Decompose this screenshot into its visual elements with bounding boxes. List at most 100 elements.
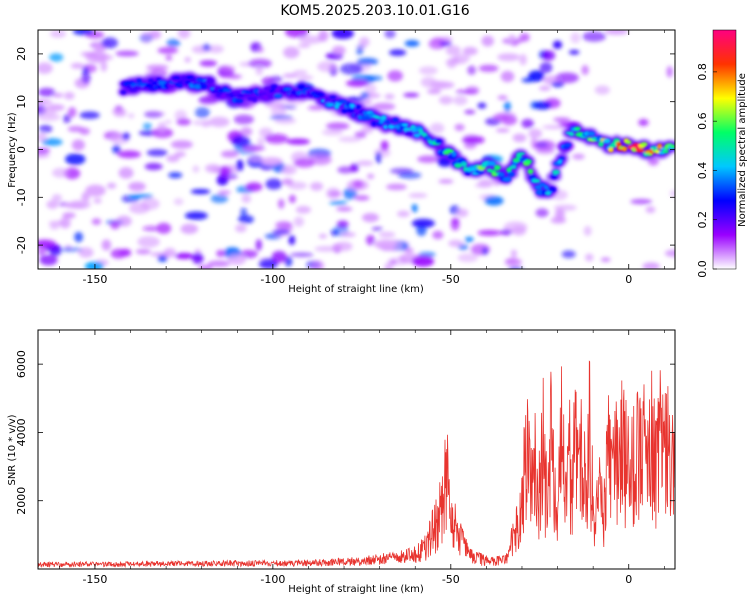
spectrogram-noise-blob [557, 121, 568, 126]
spectrogram-ridge-core [621, 146, 628, 152]
spectrogram-noise-blob [638, 119, 649, 126]
spectrogram-noise-blob [356, 57, 379, 66]
spectrogram-ridge-core [199, 84, 208, 89]
spectrogram-ridge-core [273, 93, 283, 99]
spectrogram-noise-blob [184, 211, 208, 220]
spectrogram-noise-blob [192, 252, 204, 264]
spectrogram-ridge-core [371, 121, 377, 127]
spectrogram-noise-blob [345, 79, 369, 87]
spectrogram-noise-blob [38, 132, 47, 142]
spectrogram-noise-blob [428, 38, 446, 50]
spectrogram-noise-blob [216, 249, 226, 258]
spectrogram-noise-blob [198, 95, 219, 105]
y-tick-label: 10 [15, 95, 28, 109]
spectrogram-ridge-core [136, 78, 142, 83]
spectrogram-noise-blob [356, 160, 374, 166]
spectrogram-noise-blob [433, 81, 455, 89]
spectrogram-noise-blob [388, 49, 407, 57]
spectrogram-noise-blob [528, 128, 543, 139]
spectrogram-noise-blob [371, 226, 383, 231]
spectrogram-ridge-core [388, 124, 395, 130]
spectrogram-noise-blob [456, 208, 469, 218]
spectrogram-noise-blob [384, 30, 396, 39]
spectrogram-noise-blob [177, 30, 191, 39]
spectrogram-ridge-core [120, 90, 127, 95]
spectrogram-noise-blob [146, 149, 168, 157]
spectrogram-noise-blob [542, 124, 566, 130]
spectrogram-noise-blob [70, 62, 85, 69]
spectrogram-noise-blob [438, 179, 454, 184]
spectrogram-noise-blob [552, 40, 563, 50]
spectrogram-noise-blob [258, 258, 279, 269]
y-tick-label: 4000 [15, 418, 28, 446]
spectrogram-ridge-core [446, 149, 455, 154]
colorbar: 0.0 0.2 0.4 0.6 0.8 Normalized spectral ampl… [696, 29, 748, 278]
spectrogram-ridge-core [657, 143, 663, 150]
spectrogram-noise-blob [508, 266, 524, 269]
chart-title: KOM5.2025.203.10.01.G16 [280, 3, 469, 19]
spectrogram-noise-blob [478, 64, 499, 73]
spectrogram-ridge-core [625, 140, 632, 145]
spectrogram-noise-blob [398, 171, 422, 179]
spectrogram-noise-blob [236, 159, 244, 172]
spectrogram-noise-blob [535, 208, 549, 218]
spectrogram-noise-blob [227, 254, 246, 266]
spectrogram-noise-blob [46, 200, 59, 209]
spectrogram-ridge-core [327, 102, 335, 107]
colorbar-tick-label: 0.4 [696, 162, 709, 180]
spectrogram-noise-blob [555, 72, 579, 84]
spectrogram-ridge-core [564, 143, 572, 147]
spectrogram-noise-blob [340, 232, 356, 238]
spectrogram-noise-blob [165, 55, 173, 61]
spectrogram-noise-blob [534, 101, 552, 110]
spectrogram-noise-blob [293, 70, 308, 75]
spectrogram-noise-blob [115, 50, 139, 57]
spectrogram-noise-blob [604, 30, 629, 35]
spectrogram-noise-blob [503, 221, 528, 233]
spectrogram-noise-blob [38, 239, 57, 248]
spectrogram-noise-blob [173, 198, 184, 206]
spectrogram-noise-blob [277, 198, 285, 209]
spectrogram-noise-blob [504, 257, 522, 267]
y-tick-label: 20 [15, 47, 28, 61]
spectrogram-noise-blob [503, 101, 511, 113]
y-tick-label: 6000 [15, 350, 28, 378]
x-tick-label: 0 [625, 273, 632, 286]
colorbar-tick-label: 0.8 [696, 63, 709, 81]
spectrogram-noise-blob [467, 65, 476, 76]
spectrogram-ridge-core [525, 158, 533, 165]
spectrogram-noise-blob [260, 157, 283, 166]
spectrogram-noise-blob [328, 191, 342, 197]
spectrogram-noise-blob [600, 257, 611, 262]
spectrogram-noise-blob [464, 109, 476, 115]
spectrogram-noise-blob [361, 213, 379, 223]
spectrogram-noise-blob [310, 260, 325, 269]
spectrogram-ridge-core [502, 176, 512, 182]
spectrogram-ridge-core [323, 98, 331, 104]
spectrogram-noise-blob [248, 58, 272, 69]
spectrogram-ridge-core [180, 75, 188, 81]
spectrogram-noise-blob [157, 122, 167, 134]
spectrogram-ridge-core [222, 88, 232, 93]
spectrogram-noise-blob [190, 189, 211, 195]
spectrogram-ridge-core [497, 172, 505, 178]
spectrogram-ridge-core [538, 182, 546, 187]
spectrogram-noise-blob [157, 255, 168, 262]
spectrogram-ridge-core [587, 131, 596, 137]
spectrogram-noise-blob [630, 198, 653, 205]
spectrogram-ridge-core [460, 161, 468, 167]
spectrogram-noise-blob [128, 181, 146, 192]
spectrogram-noise-blob [331, 45, 346, 56]
spectrogram-noise-blob [38, 153, 50, 159]
spectrogram-noise-blob [59, 247, 83, 252]
spectrogram-noise-blob [477, 230, 502, 236]
spectrogram-ridge-core [552, 169, 560, 175]
spectrogram-noise-blob [166, 39, 181, 48]
spectrogram-noise-blob [295, 205, 312, 214]
spectrogram-noise-blob [64, 153, 86, 165]
spectrogram-noise-blob [365, 234, 376, 246]
colorbar-ticks: 0.0 0.2 0.4 0.6 0.8 [696, 63, 717, 278]
spectrogram-noise-blob [257, 46, 264, 53]
spectrogram-noise-blob [553, 117, 571, 122]
spectrogram-noise-blob [52, 92, 64, 98]
